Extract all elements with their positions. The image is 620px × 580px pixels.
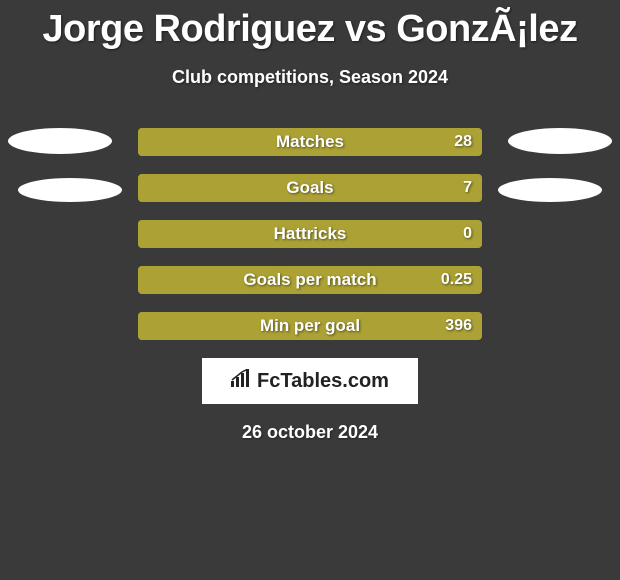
player-ellipse (498, 178, 602, 202)
logo-text: FcTables.com (257, 370, 389, 393)
stat-row: Min per goal396 (0, 312, 620, 340)
logo: FcTables.com (231, 369, 389, 393)
stat-value: 28 (454, 128, 472, 156)
player-ellipse (508, 128, 612, 154)
page-title: Jorge Rodriguez vs GonzÃ¡lez (0, 0, 620, 51)
stat-label: Matches (138, 128, 482, 156)
stat-row: Hattricks0 (0, 220, 620, 248)
stat-row: Goals7 (0, 174, 620, 202)
stat-label: Hattricks (138, 220, 482, 248)
stat-value: 396 (445, 312, 472, 340)
stat-label: Goals per match (138, 266, 482, 294)
player-ellipse (8, 128, 112, 154)
comparison-card: Jorge Rodriguez vs GonzÃ¡lez Club compet… (0, 0, 620, 443)
stat-row: Goals per match0.25 (0, 266, 620, 294)
stat-value: 7 (463, 174, 472, 202)
stat-value: 0.25 (441, 266, 472, 294)
date-text: 26 october 2024 (0, 422, 620, 443)
stat-label: Min per goal (138, 312, 482, 340)
chart-icon (231, 369, 253, 393)
stat-row: Matches28 (0, 128, 620, 156)
player-ellipse (18, 178, 122, 202)
subtitle: Club competitions, Season 2024 (0, 67, 620, 88)
stat-value: 0 (463, 220, 472, 248)
stats-area: Matches28 Goals7 Hattricks0 Goals per match… (0, 128, 620, 340)
logo-box[interactable]: FcTables.com (202, 358, 418, 404)
stat-label: Goals (138, 174, 482, 202)
